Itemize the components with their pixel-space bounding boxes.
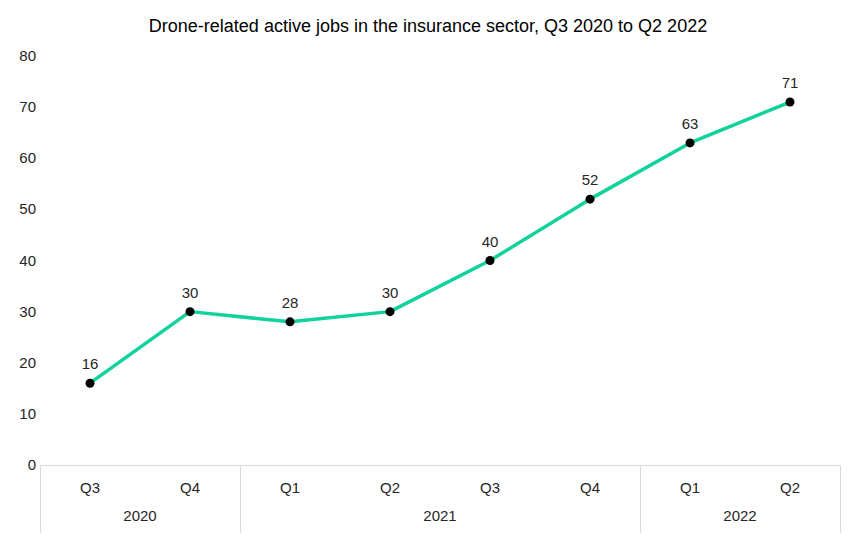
data-point-label: 28 (282, 294, 299, 311)
y-tick-label: 40 (19, 252, 36, 269)
y-tick-label: 50 (19, 200, 36, 217)
data-point-label: 30 (182, 284, 199, 301)
line-chart: Drone-related active jobs in the insuran… (0, 0, 856, 534)
series-line-path (90, 102, 790, 383)
data-point-marker (86, 379, 95, 388)
y-tick-label: 0 (28, 456, 36, 473)
year-label: 2021 (423, 507, 456, 524)
y-tick-label: 30 (19, 303, 36, 320)
category-labels: Q3 Q4 Q1 Q2 Q3 Q4 Q1 Q2 2020 2021 2022 (80, 479, 800, 524)
year-label: 2022 (723, 507, 756, 524)
data-point-marker (486, 256, 495, 265)
data-point-label: 63 (682, 115, 699, 132)
data-point-marker (286, 317, 295, 326)
quarter-label: Q3 (480, 479, 500, 496)
data-labels: 16 30 28 30 40 52 63 71 (82, 74, 799, 372)
chart-container: Drone-related active jobs in the insuran… (0, 0, 856, 534)
data-point-label: 52 (582, 171, 599, 188)
y-axis-labels: 0 10 20 30 40 50 60 70 80 (19, 47, 36, 473)
data-point-label: 40 (482, 233, 499, 250)
y-tick-label: 70 (19, 98, 36, 115)
quarter-label: Q2 (780, 479, 800, 496)
data-points (86, 98, 795, 388)
quarter-label: Q4 (580, 479, 600, 496)
y-tick-label: 20 (19, 354, 36, 371)
data-point-marker (586, 195, 595, 204)
quarter-label: Q1 (280, 479, 300, 496)
data-point-marker (186, 307, 195, 316)
data-point-marker (386, 307, 395, 316)
y-tick-label: 60 (19, 149, 36, 166)
data-point-marker (786, 98, 795, 107)
series-line (90, 102, 790, 383)
data-point-marker (686, 138, 695, 147)
quarter-label: Q1 (680, 479, 700, 496)
quarter-label: Q2 (380, 479, 400, 496)
y-tick-label: 80 (19, 47, 36, 64)
y-tick-label: 10 (19, 405, 36, 422)
data-point-label: 71 (782, 74, 799, 91)
data-point-label: 16 (82, 355, 99, 372)
quarter-label: Q3 (80, 479, 100, 496)
data-point-label: 30 (382, 284, 399, 301)
quarter-label: Q4 (180, 479, 200, 496)
chart-title: Drone-related active jobs in the insuran… (149, 16, 707, 36)
year-label: 2020 (123, 507, 156, 524)
